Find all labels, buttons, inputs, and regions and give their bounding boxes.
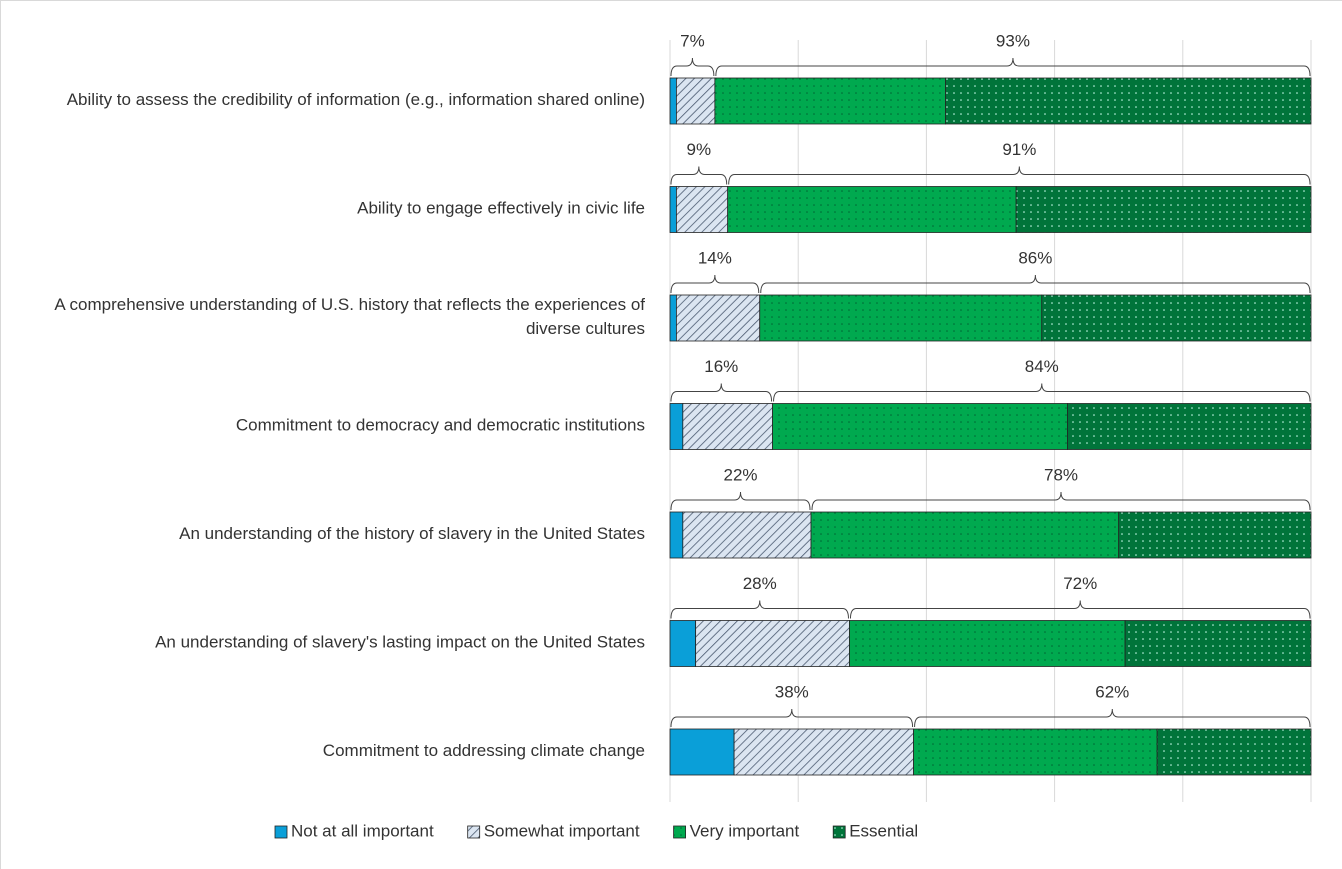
bar-segment	[669, 511, 684, 559]
category-label: Ability to assess the credibility of inf…	[67, 90, 645, 109]
bracket	[670, 274, 760, 294]
bar-segment	[669, 403, 684, 450]
bar-segment	[913, 728, 1158, 776]
category-label-line: Commitment to addressing climate change	[323, 741, 645, 760]
bar-segment	[1124, 620, 1312, 667]
bar-segment	[727, 186, 1017, 233]
category-label: Ability to engage effectively in civic l…	[357, 199, 645, 218]
bar-segment	[669, 186, 677, 233]
bar-segment	[810, 511, 1120, 559]
legend-swatch	[274, 825, 288, 839]
bar-segment	[1156, 728, 1312, 776]
bracket	[760, 274, 1311, 294]
legend-swatch	[467, 825, 481, 839]
category-label: A comprehensive understanding of U.S. hi…	[54, 295, 645, 338]
bracket	[670, 166, 728, 185]
bracket-label: 91%	[1002, 140, 1036, 159]
bracket-label: 22%	[723, 465, 757, 484]
bracket-label: 62%	[1095, 682, 1129, 701]
bar-segment	[945, 77, 1312, 125]
bracket-label: 86%	[1018, 248, 1052, 267]
bar-segment	[695, 620, 850, 667]
category-label-line: Ability to assess the credibility of inf…	[67, 90, 645, 109]
bracket-label: 16%	[704, 357, 738, 376]
bracket-label: 28%	[743, 574, 777, 593]
bracket	[811, 491, 1311, 511]
bar-segment	[676, 186, 729, 233]
bar-segment	[682, 511, 812, 559]
bracket-label: 84%	[1025, 357, 1059, 376]
category-label: An understanding of the history of slave…	[179, 524, 645, 543]
bar-segment	[669, 620, 697, 667]
category-label: Commitment to democracy and democratic i…	[236, 416, 645, 435]
bracket-label: 72%	[1063, 574, 1097, 593]
legend-label: Very important	[690, 821, 800, 840]
bracket	[670, 383, 773, 402]
bracket	[914, 708, 1311, 728]
bar-segment	[1067, 403, 1312, 450]
bar-segment	[669, 294, 677, 342]
bracket	[849, 600, 1311, 619]
category-label-line: A comprehensive understanding of U.S. hi…	[54, 295, 645, 314]
bar-segment	[1015, 186, 1312, 233]
category-label-line: Ability to engage effectively in civic l…	[357, 199, 645, 218]
bar-segment	[676, 294, 761, 342]
bar-segment	[733, 728, 914, 776]
bracket-label: 93%	[996, 31, 1030, 50]
bracket	[670, 600, 849, 619]
bracket	[773, 383, 1311, 402]
legend-label: Not at all important	[291, 821, 434, 840]
category-label: Commitment to addressing climate change	[323, 741, 645, 760]
bar-segment	[1118, 511, 1312, 559]
category-label: An understanding of slavery's lasting im…	[155, 633, 645, 652]
category-label-line: Commitment to democracy and democratic i…	[236, 416, 645, 435]
legend-swatch	[673, 825, 686, 839]
bar-segment	[772, 403, 1068, 450]
legend-label: Essential	[849, 821, 918, 840]
bar-segment	[849, 620, 1126, 667]
bracket-label: 38%	[775, 682, 809, 701]
category-label-line: diverse cultures	[526, 319, 645, 338]
bar-segment	[669, 77, 677, 125]
bracket	[670, 57, 715, 77]
bar-segment	[759, 294, 1043, 342]
bracket-label: 9%	[687, 140, 712, 159]
bracket	[670, 491, 811, 511]
bar-segment	[676, 77, 716, 125]
bracket-label: 7%	[680, 31, 705, 50]
bracket	[670, 708, 914, 728]
bracket-label: 78%	[1044, 465, 1078, 484]
legend-swatch	[832, 825, 846, 839]
bar-segment	[714, 77, 947, 125]
bar-segment	[682, 403, 773, 450]
bracket	[728, 166, 1311, 185]
bar-segment	[1041, 294, 1312, 342]
bracket-label: 14%	[698, 248, 732, 267]
legend-label: Somewhat important	[484, 821, 640, 840]
category-label-line: An understanding of slavery's lasting im…	[155, 633, 645, 652]
category-label-line: An understanding of the history of slave…	[179, 524, 645, 543]
bracket	[715, 57, 1311, 77]
bar-segment	[669, 728, 735, 776]
